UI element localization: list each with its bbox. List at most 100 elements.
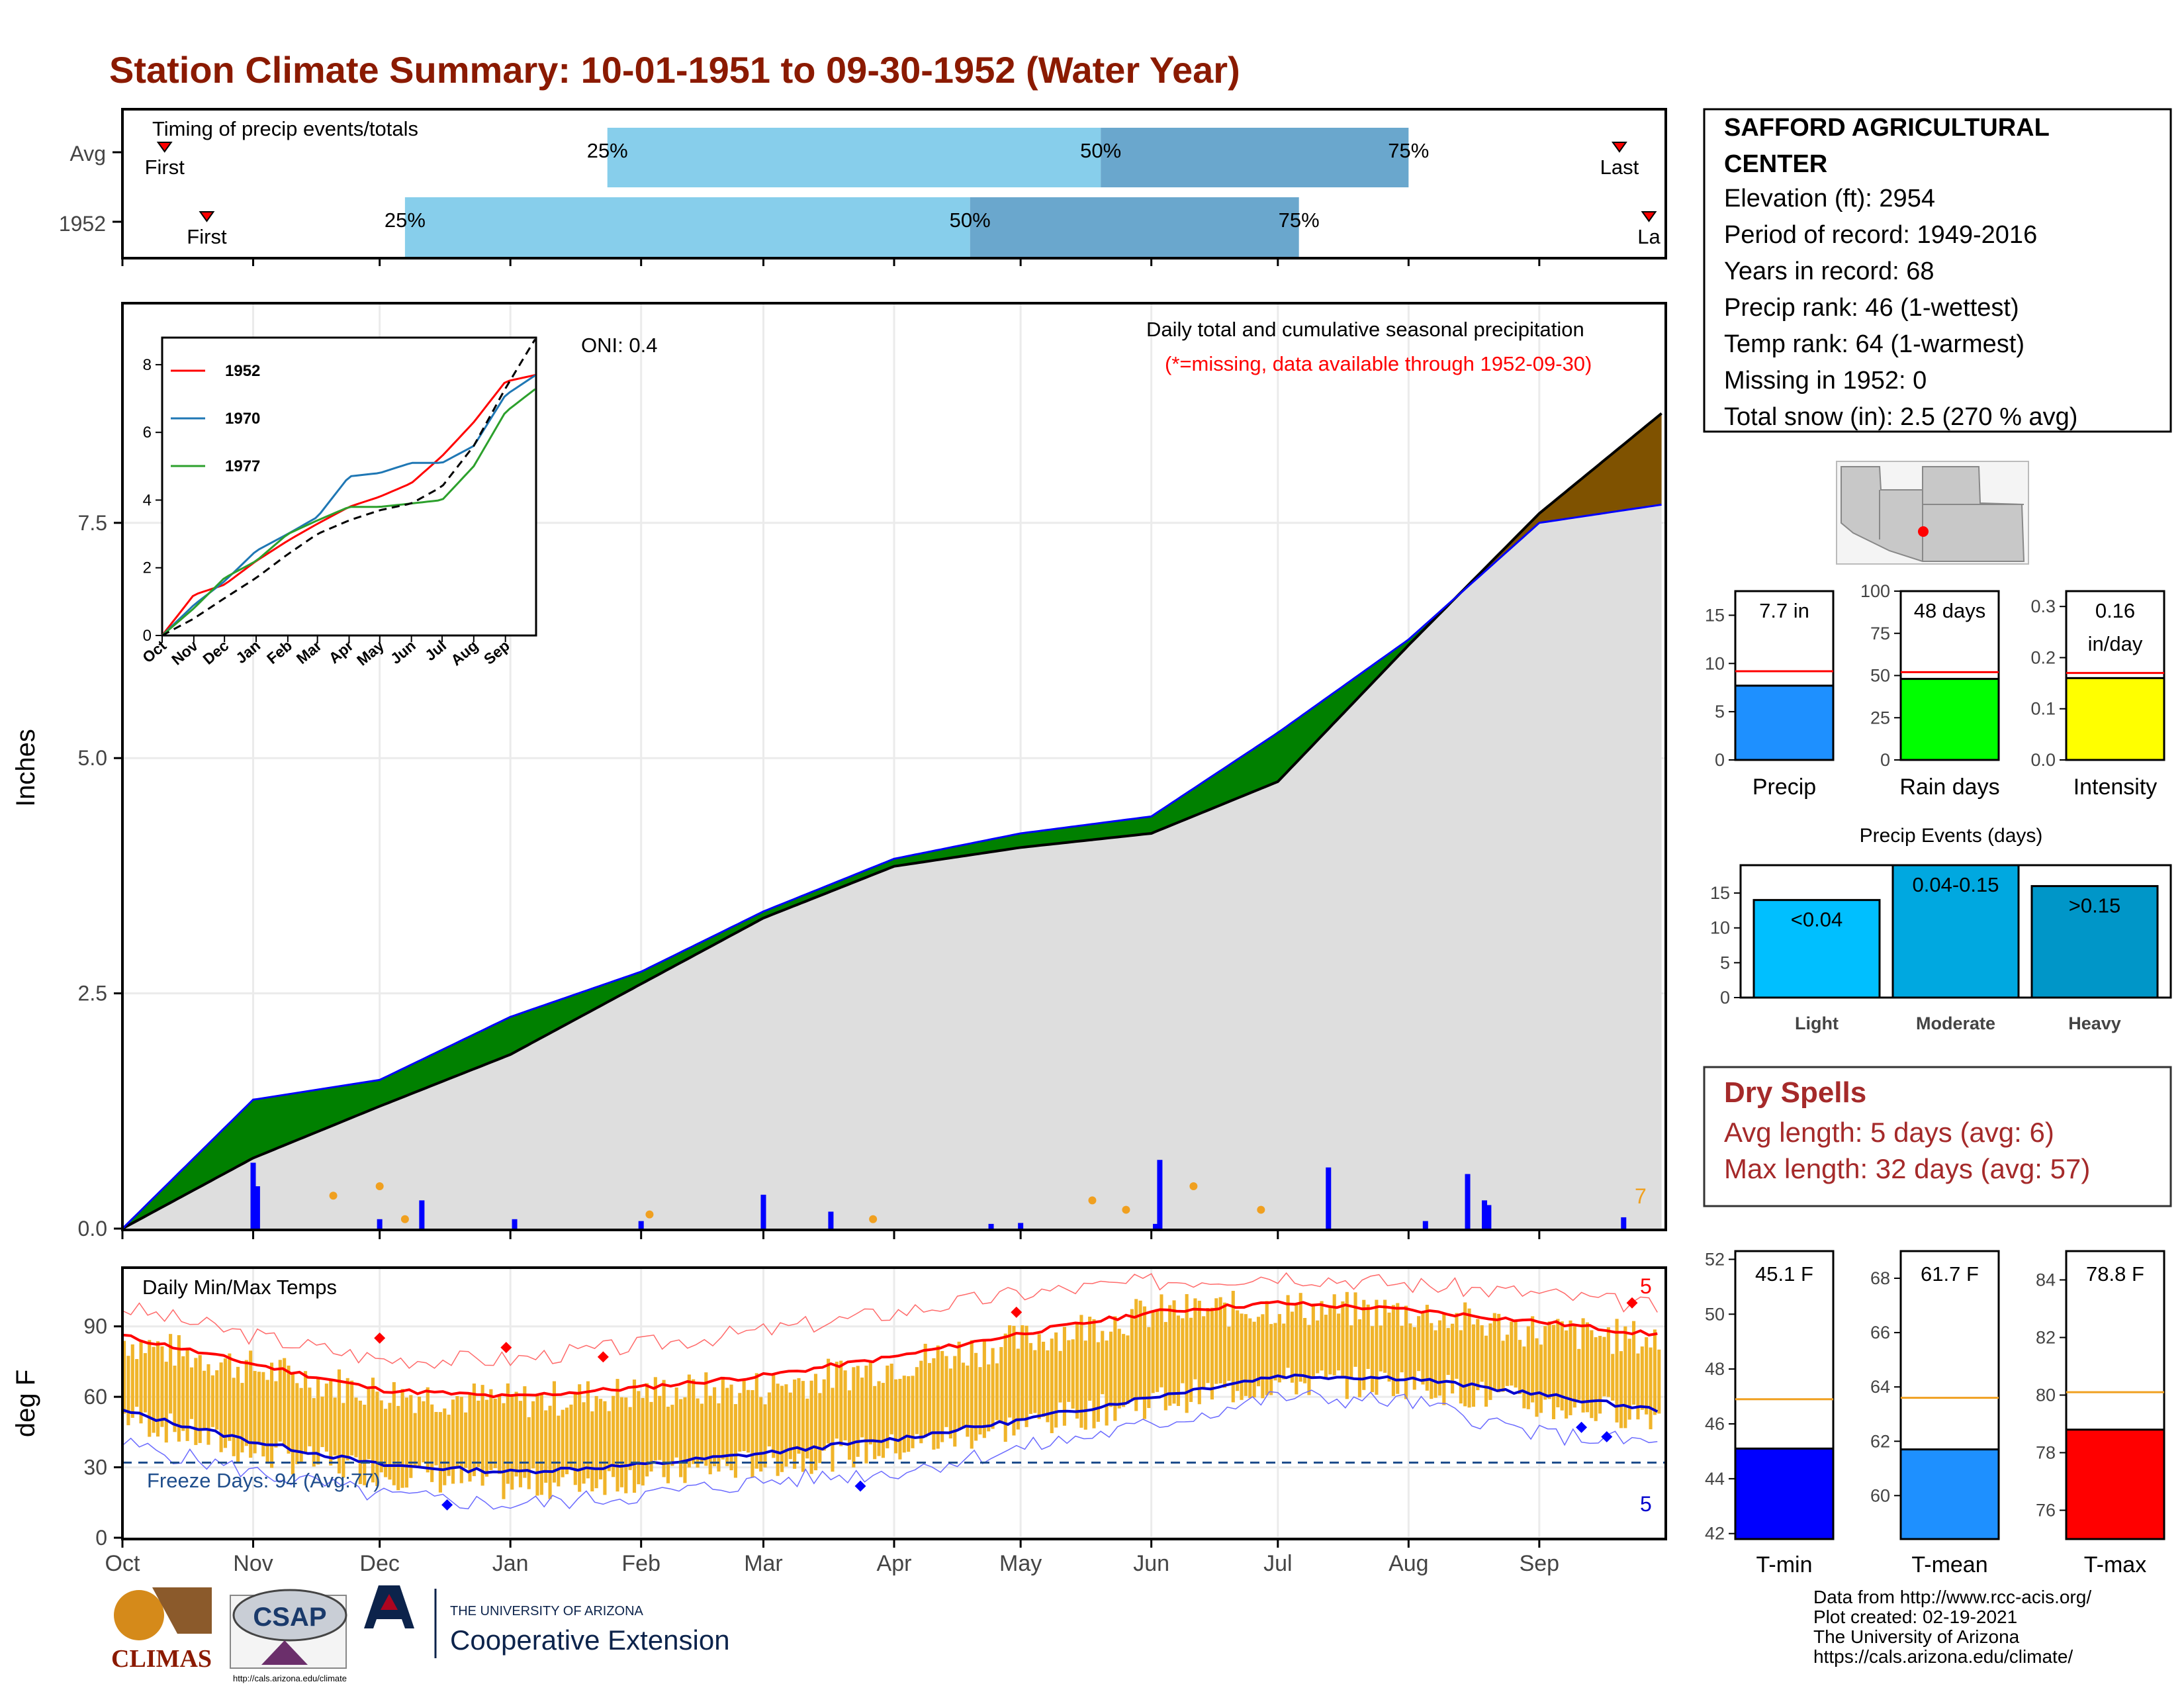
daily-temp-range-bar — [1408, 1323, 1412, 1379]
precip-event-label: Heavy — [2068, 1013, 2121, 1033]
daily-temp-range-bar — [257, 1372, 261, 1443]
summary-ytick-label: 5 — [1715, 702, 1725, 722]
temp-yaxis: 0 30 60 90 — [83, 1315, 122, 1550]
daily-temp-range-bar — [173, 1365, 177, 1432]
daily-temp-range-bar — [1214, 1298, 1218, 1384]
station-info-line: Temp rank: 64 (1-warmest) — [1724, 330, 2025, 358]
daily-temp-range-bar — [776, 1383, 780, 1476]
daily-temp-range-bar — [1021, 1325, 1024, 1419]
daily-temp-range-bar — [426, 1387, 430, 1473]
precip-event-ytick-label: 5 — [1720, 953, 1730, 972]
precip-ytick-label: 2.5 — [78, 982, 107, 1006]
daily-temp-range-bar — [422, 1401, 426, 1463]
precip-ytick-label: 7.5 — [78, 511, 107, 535]
daily-temp-range-bar — [1003, 1333, 1007, 1442]
station-info-line: Period of record: 1949-2016 — [1724, 221, 2037, 249]
extreme-precip-marker — [1122, 1205, 1130, 1214]
daily-temp-range-bar — [480, 1385, 484, 1486]
daily-temp-range-bar — [181, 1356, 185, 1431]
daily-temp-range-bar — [1109, 1331, 1113, 1407]
precip-ytick-label: 0.0 — [78, 1217, 107, 1241]
daily-temp-range-bar — [847, 1390, 852, 1460]
daily-temp-range-bar — [1353, 1292, 1357, 1367]
daily-temp-range-bar — [287, 1365, 291, 1454]
station-info-box: SAFFORD AGRICULTURAL CENTER Elevation (f… — [1703, 108, 2172, 433]
summary-bar-label: Intensity — [2073, 774, 2158, 800]
daily-temp-range-bar — [1526, 1326, 1530, 1409]
daily-temp-range-bar — [253, 1371, 257, 1454]
daily-temp-range-bar — [1142, 1306, 1147, 1419]
daily-temp-range-bar — [489, 1389, 493, 1470]
extreme-precip-marker — [1257, 1205, 1265, 1214]
summary-ytick-label: 0 — [1880, 750, 1890, 770]
daily-temp-range-bar — [539, 1392, 543, 1495]
inset-legend-label: 1977 — [225, 457, 260, 475]
climas-logo: CLIMAS — [111, 1587, 212, 1673]
daily-temp-range-bar — [1476, 1319, 1480, 1391]
daily-temp-range-bar — [160, 1346, 164, 1427]
daily-temp-range-bar — [881, 1383, 885, 1458]
daily-temp-range-bar — [679, 1399, 683, 1477]
inset-ytick-label: 2 — [143, 559, 152, 577]
daily-temp-range-bar — [249, 1350, 253, 1458]
record-max-line — [122, 1272, 1658, 1369]
daily-temp-range-bar — [1303, 1317, 1307, 1383]
daily-temp-range-bar — [261, 1372, 265, 1457]
daily-temp-range-bar — [375, 1391, 379, 1486]
daily-temp-range-bar — [1362, 1299, 1366, 1390]
daily-temp-range-bar — [1514, 1321, 1518, 1388]
daily-temp-range-bar — [1349, 1325, 1353, 1379]
temp-ytick-label: 60 — [83, 1385, 107, 1409]
daily-temp-range-bar — [948, 1368, 952, 1438]
station-info-line: Elevation (ft): 2954 — [1724, 185, 1935, 212]
daily-temp-range-bar — [1451, 1323, 1455, 1394]
daily-temp-range-bar — [1590, 1330, 1594, 1419]
daily-temp-range-bar — [358, 1400, 362, 1484]
summary-ytick-label: 0 — [1715, 750, 1725, 770]
daily-temp-range-bar — [696, 1398, 700, 1468]
temp-bar-ytick-label: 50 — [1705, 1304, 1725, 1324]
daily-temp-range-bar — [1598, 1336, 1602, 1414]
daily-temp-range-bar — [459, 1397, 463, 1483]
daily-temp-range-bar — [396, 1405, 400, 1491]
temp-bar-ytick-label: 42 — [1705, 1524, 1725, 1544]
timing-bar-50-75 — [1101, 128, 1409, 187]
daily-temp-range-bar — [1256, 1317, 1261, 1387]
daily-temp-range-bar — [203, 1370, 206, 1430]
daily-temp-range-bar — [1492, 1313, 1496, 1389]
daily-temp-range-bar — [148, 1340, 152, 1437]
daily-temp-range-bar — [1539, 1344, 1543, 1413]
temp-bar — [2065, 1429, 2165, 1540]
extreme-precip-marker — [400, 1215, 409, 1223]
daily-temp-range-bar — [316, 1377, 320, 1465]
summary-value-text: 7.7 in — [1759, 599, 1809, 622]
daily-temp-range-bar — [827, 1358, 831, 1444]
daily-temp-range-bar — [404, 1397, 408, 1488]
daily-temp-range-bar — [590, 1411, 594, 1491]
daily-temp-range-bar — [637, 1391, 641, 1485]
summary-ytick-label: 50 — [1870, 666, 1890, 686]
precip-event-bar — [1891, 864, 2020, 999]
summary-ytick-label: 0.1 — [2030, 699, 2056, 719]
daily-temp-range-bar — [923, 1344, 927, 1438]
station-info-lines: Elevation (ft): 2954 Period of record: 19… — [1724, 185, 2077, 431]
timing-panel: Timing of precip events/totals Avg 1952 … — [59, 108, 1667, 266]
daily-temp-range-bar — [797, 1378, 801, 1454]
daily-temp-range-bar — [1185, 1293, 1189, 1413]
temp-bar-value-text: 45.1 F — [1755, 1262, 1813, 1286]
daily-temp-range-bar — [510, 1395, 514, 1490]
dry-spells-title: Dry Spells — [1724, 1076, 1866, 1109]
first-event-marker — [199, 211, 215, 222]
precip-note-missing: (*=missing, data available through 1952-… — [1165, 352, 1592, 375]
temp-bar-charts: 42 44 46 48 50 52 45.1 F T-min 60 62 64 66 68 61.7 F T… — [1705, 1249, 2165, 1577]
csap-logo-text: CSAP — [253, 1603, 326, 1632]
temp-bar-ytick-label: 44 — [1705, 1469, 1725, 1489]
daily-precip-bar — [1157, 1160, 1163, 1229]
daily-temp-range-bar — [961, 1362, 966, 1429]
daily-temp-range-bar — [1054, 1332, 1058, 1428]
daily-temp-range-bar — [392, 1382, 396, 1485]
footer-line: The University of Arizona — [1813, 1626, 2020, 1647]
daily-temp-range-bar — [447, 1415, 451, 1476]
temp-xtick-label: Sep — [1520, 1551, 1560, 1576]
precip-events-title: Precip Events (days) — [1860, 825, 2043, 847]
